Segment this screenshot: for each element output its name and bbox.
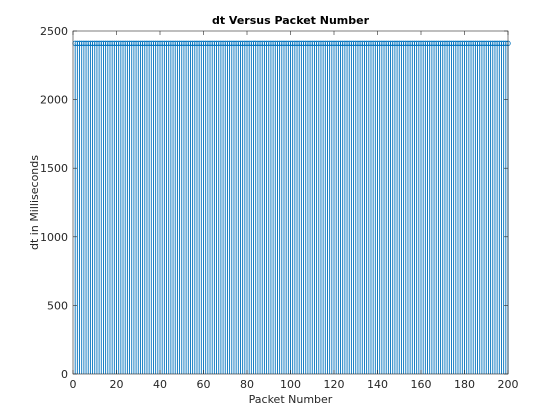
- x-tick-label: 60: [197, 378, 211, 391]
- x-tick-label: 140: [367, 378, 388, 391]
- y-tick-label: 1000: [40, 231, 68, 244]
- x-tick-label: 0: [70, 378, 77, 391]
- chart-title: dt Versus Packet Number: [212, 14, 370, 27]
- stem-series: [74, 43, 509, 374]
- y-tick-label: 1500: [40, 162, 68, 175]
- x-tick-label: 100: [280, 378, 301, 391]
- x-axis-label: Packet Number: [249, 393, 333, 406]
- y-tick-label: 2000: [40, 94, 68, 107]
- x-tick-label: 40: [153, 378, 167, 391]
- x-tick-label: 80: [240, 378, 254, 391]
- y-tick-label: 2500: [40, 25, 68, 38]
- x-tick-label: 180: [454, 378, 475, 391]
- y-tick-label: 500: [47, 299, 68, 312]
- y-axis-label: dt in Milliseconds: [28, 155, 41, 250]
- y-tick-label: 0: [61, 368, 68, 381]
- x-tick-label: 20: [110, 378, 124, 391]
- y-axis: 0 500 1000 1500 2000 2500: [40, 25, 508, 381]
- x-tick-label: 160: [411, 378, 432, 391]
- x-axis: 0 20 40 60 80 100 120 140 160 180 200: [70, 31, 519, 391]
- x-tick-label: 200: [498, 378, 519, 391]
- x-tick-label: 120: [324, 378, 345, 391]
- marker-series: [72, 40, 511, 47]
